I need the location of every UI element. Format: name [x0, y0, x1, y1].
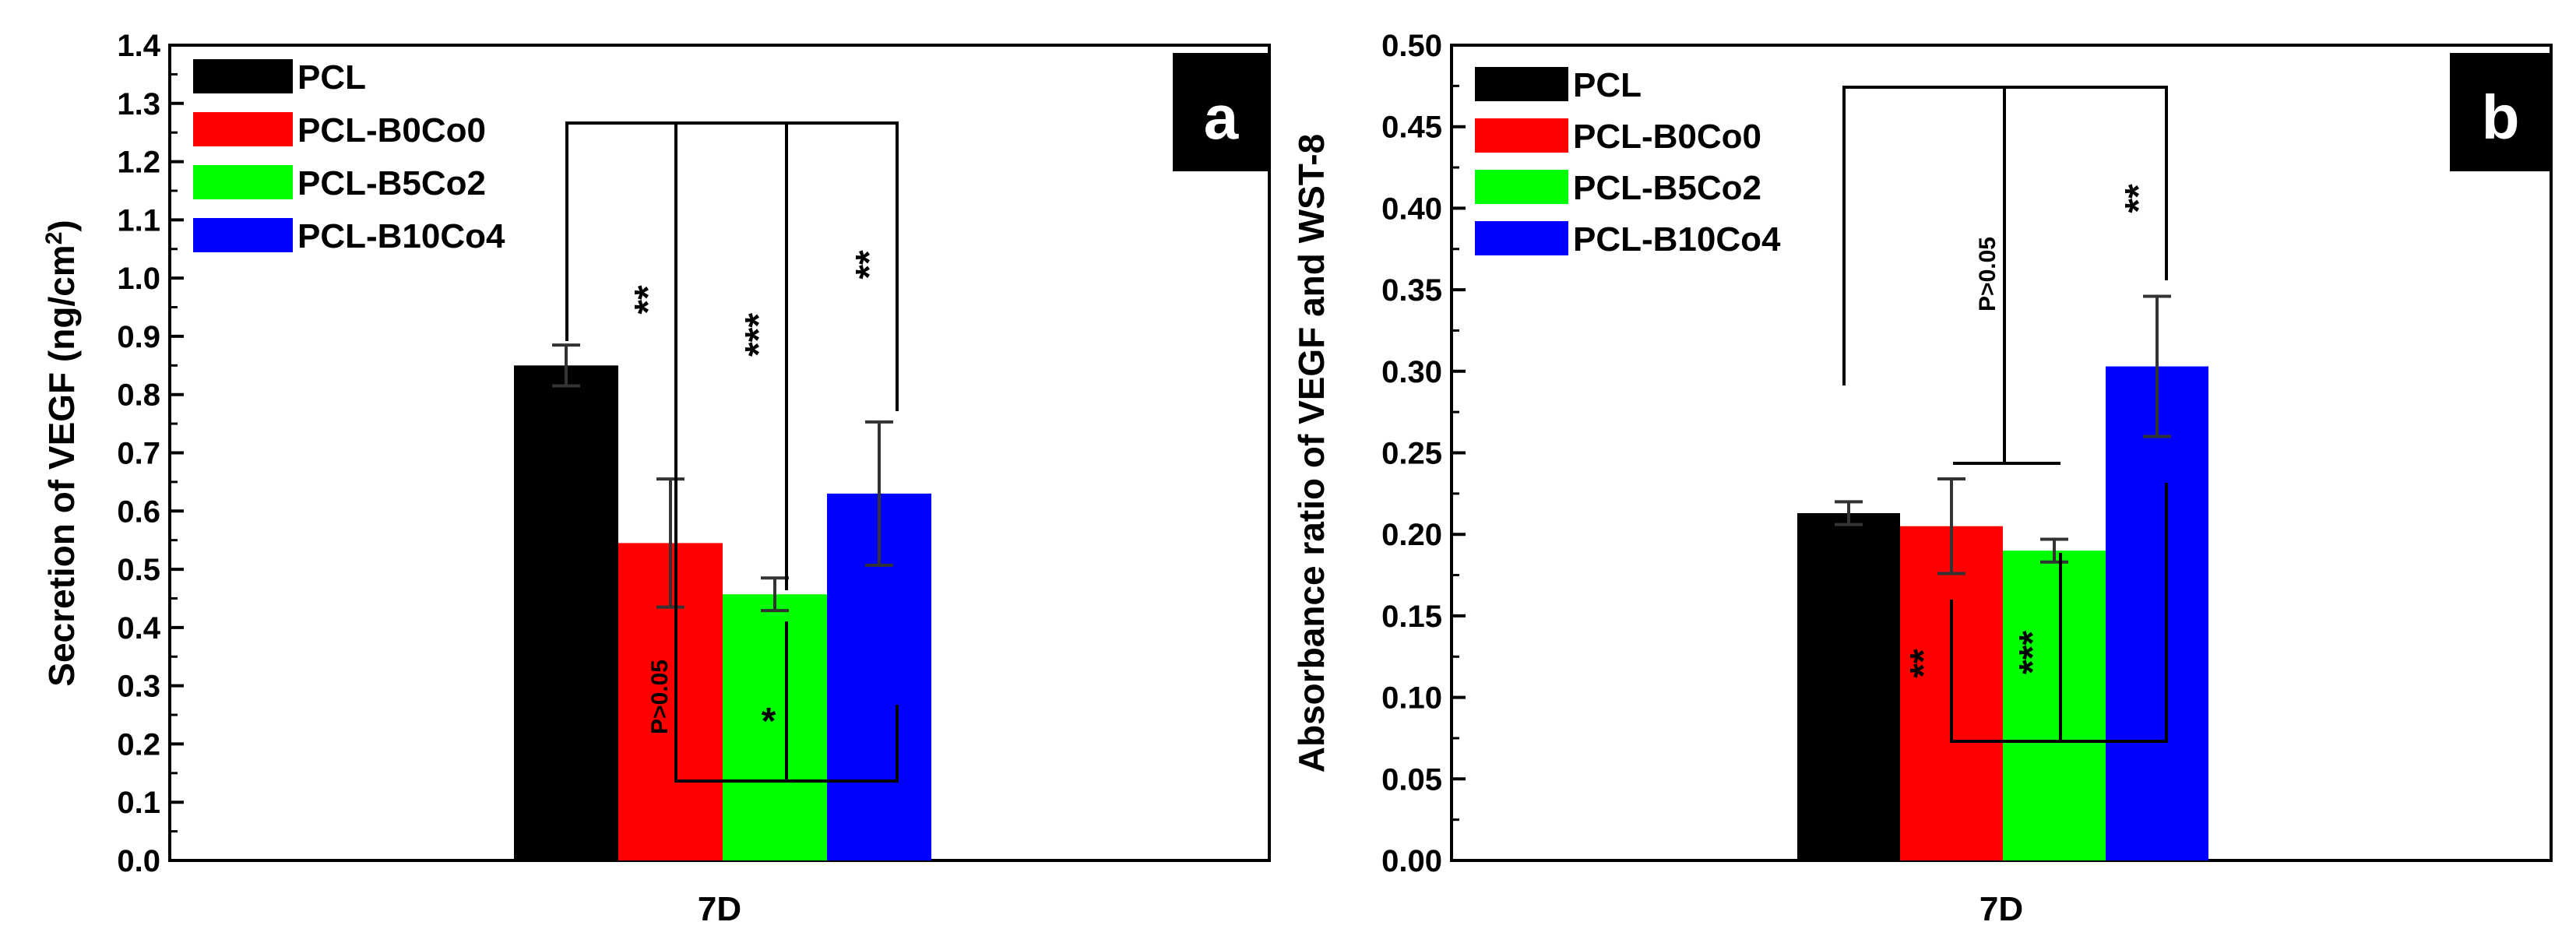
sig-a-top-2: ***: [738, 313, 779, 357]
sig-a-top-3: **: [849, 250, 890, 280]
y-axis-title-b: Absorbance ratio of VEGF and WST-8: [1291, 134, 1332, 772]
y-tick-label-a-10: 1.0: [117, 262, 160, 296]
bar-b-4: [2106, 366, 2208, 860]
sig-b-bottom-1: **: [1903, 649, 1944, 678]
sig-a-bottom-star: *: [762, 701, 776, 742]
legend-a-item-1: PCL: [193, 58, 366, 97]
legend-b-swatch-3: [1475, 170, 1568, 204]
error-bar-a-4: [865, 420, 893, 567]
bars-a: [514, 343, 931, 861]
legend-a-item-2: PCL-B0Co0: [193, 111, 486, 150]
legend-a-label-4: PCL-B10Co4: [297, 217, 505, 255]
sig-a-top-1: **: [628, 285, 669, 315]
legend-b-swatch-4: [1475, 221, 1568, 255]
legend-b-item-4: PCL-B10Co4: [1475, 220, 1781, 259]
legend-b-swatch-2: [1475, 118, 1568, 153]
bar-b-3: [2003, 551, 2106, 860]
chart-panel-a: 0.0 0.1 0.2 0.3 0.4 0.5 0.6 0.7 0.8 0.9 1.0 1.1 1.2 1…: [41, 29, 1271, 928]
y-tick-label-b-2: 0.10: [1381, 681, 1442, 716]
legend-a-swatch-2: [193, 112, 293, 146]
significance-brackets-top-b: [1842, 86, 2168, 465]
legend-b-item-1: PCL: [1475, 66, 1642, 104]
y-tick-label-a-14: 1.4: [117, 29, 160, 63]
legend-b-label-1: PCL: [1573, 66, 1642, 104]
error-bar-a-1: [552, 343, 580, 388]
panel-badge-a: [1173, 53, 1269, 171]
legend-a-item-4: PCL-B10Co4: [193, 217, 505, 255]
error-bar-b-4: [2143, 294, 2171, 438]
y-tick-label-a-5: 0.5: [117, 553, 160, 587]
sig-b-top-star: **: [2118, 184, 2159, 213]
chart-panel-b: 0.00 0.05 0.10 0.15 0.20 0.25 0.30 0.35 0.40 0.45…: [1291, 29, 2553, 928]
bar-a-3: [723, 594, 827, 860]
y-axis-a: 0.0 0.1 0.2 0.3 0.4 0.5 0.6 0.7 0.8 0.9 1.0 1.1 1.2 1…: [117, 29, 724, 878]
legend-b-item-3: PCL-B5Co2: [1475, 169, 1761, 207]
y-tick-label-b-6: 0.30: [1381, 355, 1442, 389]
y-tick-label-b-0: 0.00: [1381, 844, 1442, 878]
y-tick-label-a-12: 1.2: [117, 146, 160, 180]
legend-b: PCL PCL-B0Co0 PCL-B5Co2 PCL-B10Co4: [1475, 66, 1781, 259]
legend-a-swatch-4: [193, 218, 293, 252]
y-tick-label-a-0: 0.0: [117, 844, 160, 878]
y-tick-label-b-8: 0.40: [1381, 192, 1442, 226]
y-tick-label-a-8: 0.8: [117, 378, 160, 413]
y-tick-label-b-7: 0.35: [1381, 273, 1442, 308]
legend-a-swatch-3: [193, 165, 293, 199]
panel-label-b: b: [2482, 83, 2520, 152]
x-category-b: 7D: [1980, 890, 2023, 928]
y-tick-label-a-6: 0.6: [117, 494, 160, 529]
y-axis-title-a-main: Secretion of VEGF (ng/cm: [41, 245, 82, 686]
bar-a-1: [514, 365, 618, 861]
y-tick-label-a-11: 1.1: [117, 203, 160, 238]
pvalue-b: P>0.05: [1975, 237, 2001, 311]
pvalue-a: P>0.05: [647, 660, 673, 734]
legend-b-label-2: PCL-B0Co0: [1573, 118, 1761, 156]
y-axis-b: 0.00 0.05 0.10 0.15 0.20 0.25 0.30 0.35 0.40 0.45…: [1381, 29, 2004, 878]
legend-b-label-3: PCL-B5Co2: [1573, 169, 1761, 207]
y-axis-title-a-end: ): [41, 220, 82, 231]
significance-brackets-bottom-a: [674, 609, 899, 783]
y-tick-label-b-4: 0.20: [1381, 518, 1442, 552]
legend-b-swatch-1: [1475, 67, 1568, 101]
error-bar-a-3: [761, 576, 789, 613]
y-axis-title-a: Secretion of VEGF (ng/cm2): [41, 220, 82, 686]
error-bar-b-2: [1937, 477, 1965, 575]
y-tick-label-b-1: 0.05: [1381, 762, 1442, 797]
y-axis-title-a-sup: 2: [41, 232, 67, 245]
y-tick-label-b-9: 0.45: [1381, 111, 1442, 145]
error-bar-b-3: [2040, 537, 2068, 564]
y-tick-label-a-9: 0.9: [117, 320, 160, 354]
legend-a-label-3: PCL-B5Co2: [297, 164, 486, 202]
sig-b-bottom-2: ***: [2012, 631, 2053, 674]
y-tick-label-b-10: 0.50: [1381, 29, 1442, 63]
significance-brackets-top-a: [565, 121, 899, 615]
y-tick-label-a-7: 0.7: [117, 437, 160, 471]
error-bar-b-1: [1835, 500, 1863, 526]
panel-label-a: a: [1204, 83, 1239, 152]
legend-a-swatch-1: [193, 59, 293, 93]
bar-b-1: [1797, 512, 1900, 860]
legend-a: PCL PCL-B0Co0 PCL-B5Co2 PCL-B10Co4: [193, 58, 505, 255]
panel-badge-b: [2450, 53, 2551, 171]
y-tick-label-b-5: 0.25: [1381, 437, 1442, 471]
y-tick-label-a-1: 0.1: [117, 786, 160, 820]
significance-brackets-bottom-b: [1950, 483, 2168, 743]
legend-b-label-4: PCL-B10Co4: [1573, 220, 1781, 259]
y-tick-label-b-3: 0.15: [1381, 600, 1442, 634]
x-category-a: 7D: [698, 890, 741, 928]
y-tick-label-a-4: 0.4: [117, 611, 160, 646]
y-tick-label-a-13: 1.3: [117, 87, 160, 121]
y-tick-label-a-3: 0.3: [117, 670, 160, 704]
y-tick-label-a-2: 0.2: [117, 727, 160, 762]
legend-a-item-3: PCL-B5Co2: [193, 164, 486, 202]
error-bar-a-2: [656, 477, 684, 609]
legend-b-item-2: PCL-B0Co0: [1475, 118, 1761, 156]
legend-a-label-2: PCL-B0Co0: [297, 111, 486, 150]
legend-a-label-1: PCL: [297, 58, 366, 97]
